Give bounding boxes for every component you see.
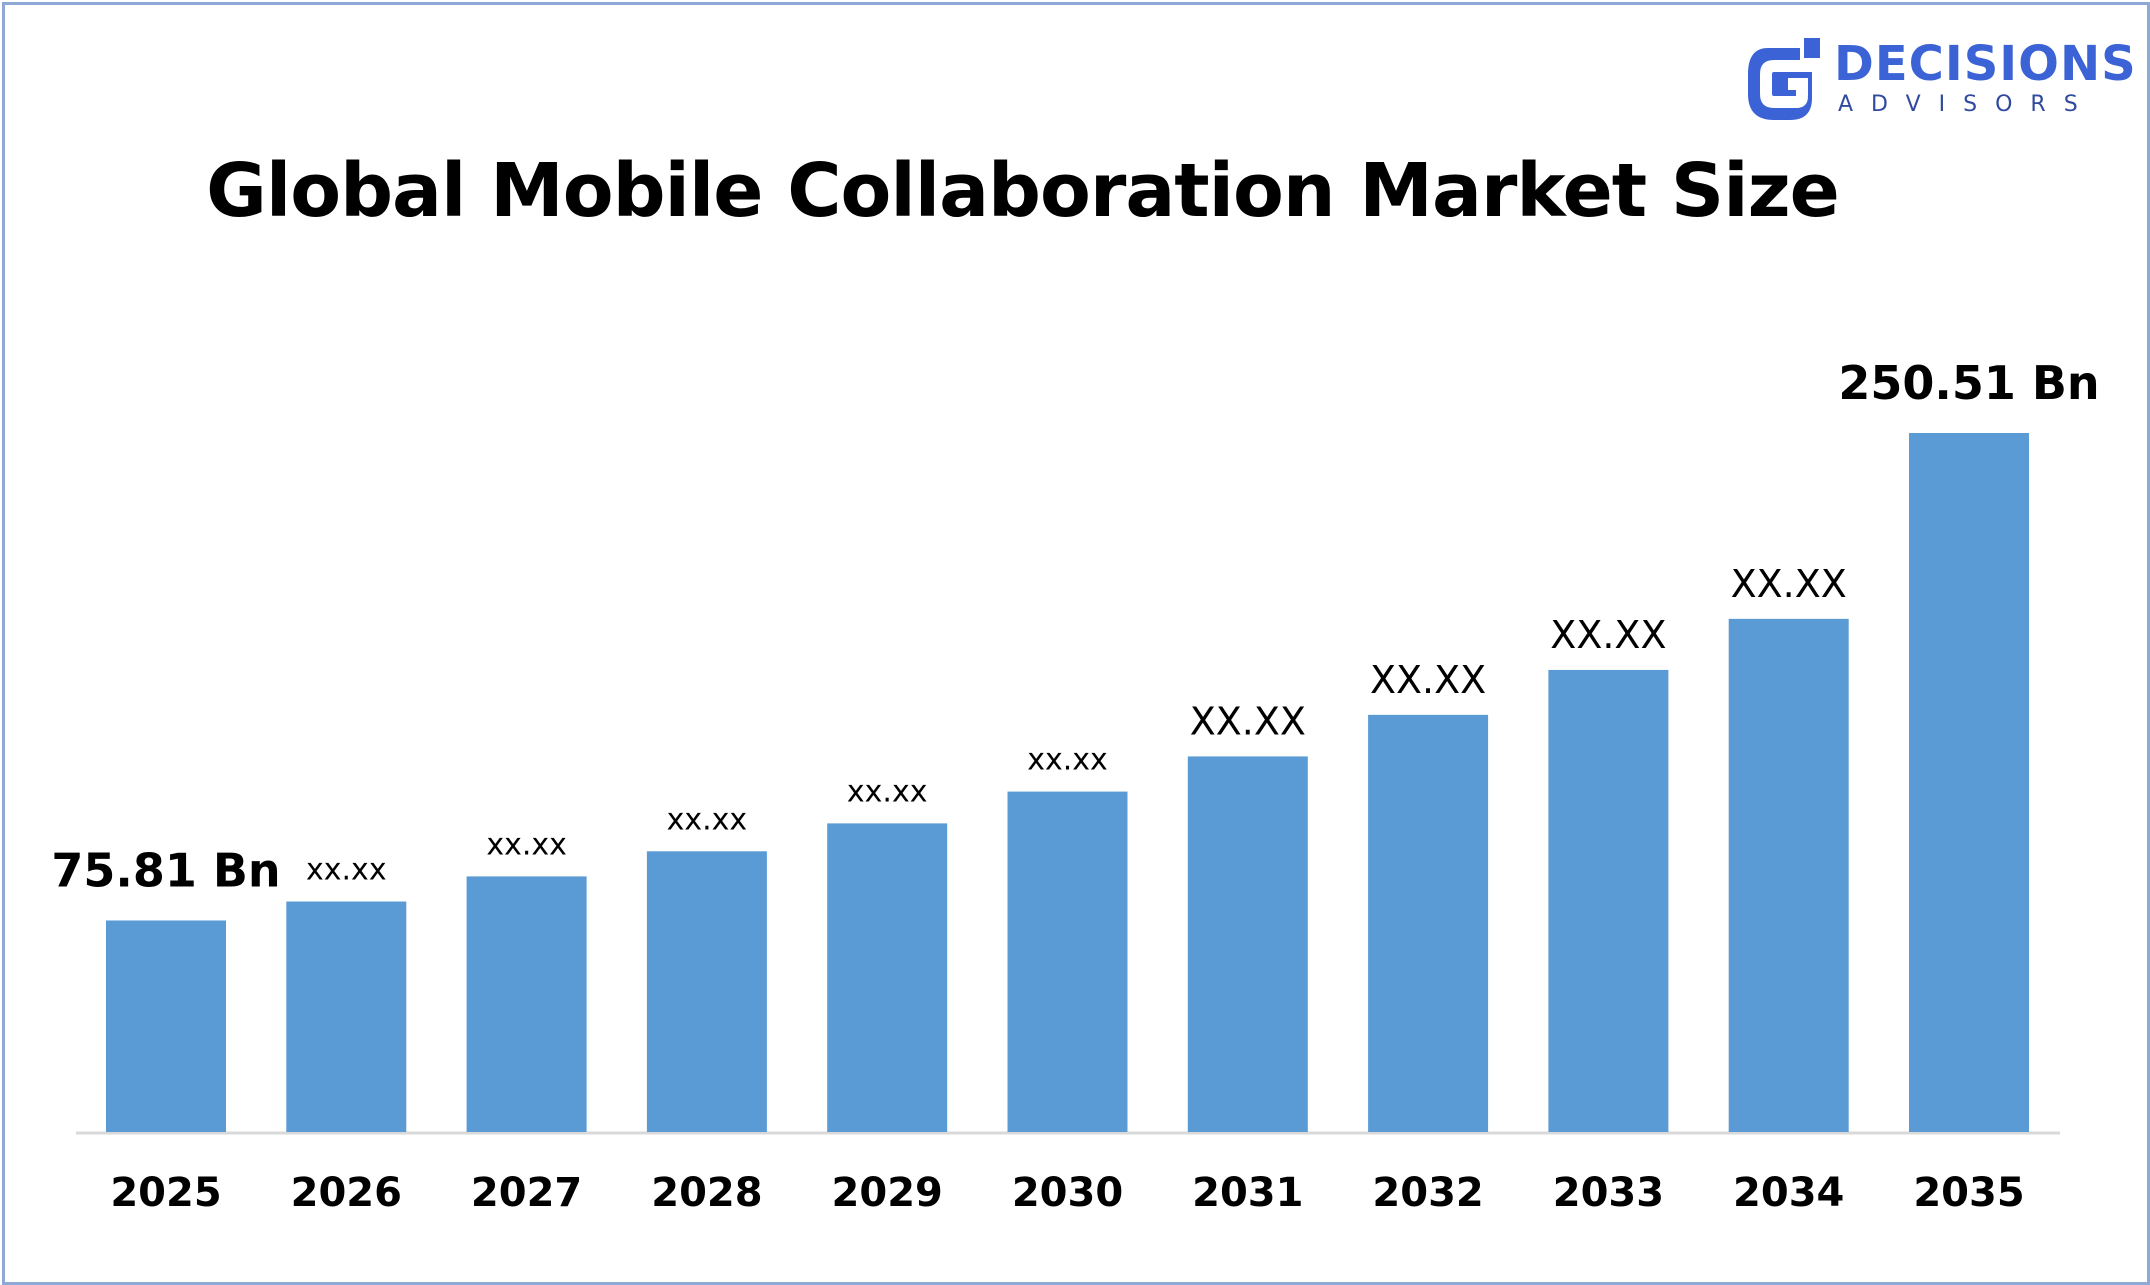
bar-2028	[646, 851, 767, 1132]
x-tick-label-2027: 2027	[471, 1170, 582, 1216]
brand-subname: ADVISORS	[1838, 92, 2096, 117]
data-label-2034: XX.XX	[1731, 562, 1847, 606]
data-label-2027: xx.xx	[486, 827, 567, 862]
data-label-2029: xx.xx	[847, 774, 928, 809]
x-tick-label-2031: 2031	[1192, 1170, 1303, 1216]
brand-logo: DECISIONS ADVISORS	[1746, 34, 2136, 124]
data-label-2030: xx.xx	[1027, 743, 1108, 778]
x-tick-label-2033: 2033	[1553, 1170, 1664, 1216]
bar-2029	[827, 823, 948, 1132]
bar-2031	[1187, 756, 1308, 1132]
data-label-2025: 75.81 Bn	[51, 843, 280, 897]
bar-2027	[466, 876, 587, 1132]
x-tick-label-2034: 2034	[1733, 1170, 1844, 1216]
bar-2030	[1007, 791, 1128, 1132]
data-label-2035: 250.51 Bn	[1838, 356, 2099, 410]
brand-logo-icon	[1748, 38, 1820, 120]
brand-name: DECISIONS	[1834, 36, 2137, 92]
data-label-2026: xx.xx	[306, 853, 387, 888]
data-label-2031: XX.XX	[1190, 699, 1306, 743]
data-label-2028: xx.xx	[667, 802, 748, 837]
x-tick-label-2030: 2030	[1012, 1170, 1123, 1216]
bar-2032	[1368, 714, 1489, 1132]
x-tick-label-2029: 2029	[832, 1170, 943, 1216]
bar-2033	[1548, 669, 1669, 1132]
bar-2034	[1728, 618, 1849, 1132]
data-label-2032: XX.XX	[1370, 658, 1486, 702]
x-tick-label-2035: 2035	[1913, 1170, 2024, 1216]
x-tick-label-2028: 2028	[651, 1170, 762, 1216]
x-tick-label-2025: 2025	[110, 1170, 221, 1216]
bar-2026	[286, 901, 407, 1132]
x-tick-label-2026: 2026	[291, 1170, 402, 1216]
bar-2025	[106, 920, 226, 1132]
chart-title: Global Mobile Collaboration Market Size	[206, 148, 1840, 234]
bar-2035	[1909, 433, 2029, 1132]
x-tick-label-2032: 2032	[1372, 1170, 1483, 1216]
data-label-2033: XX.XX	[1550, 613, 1666, 657]
